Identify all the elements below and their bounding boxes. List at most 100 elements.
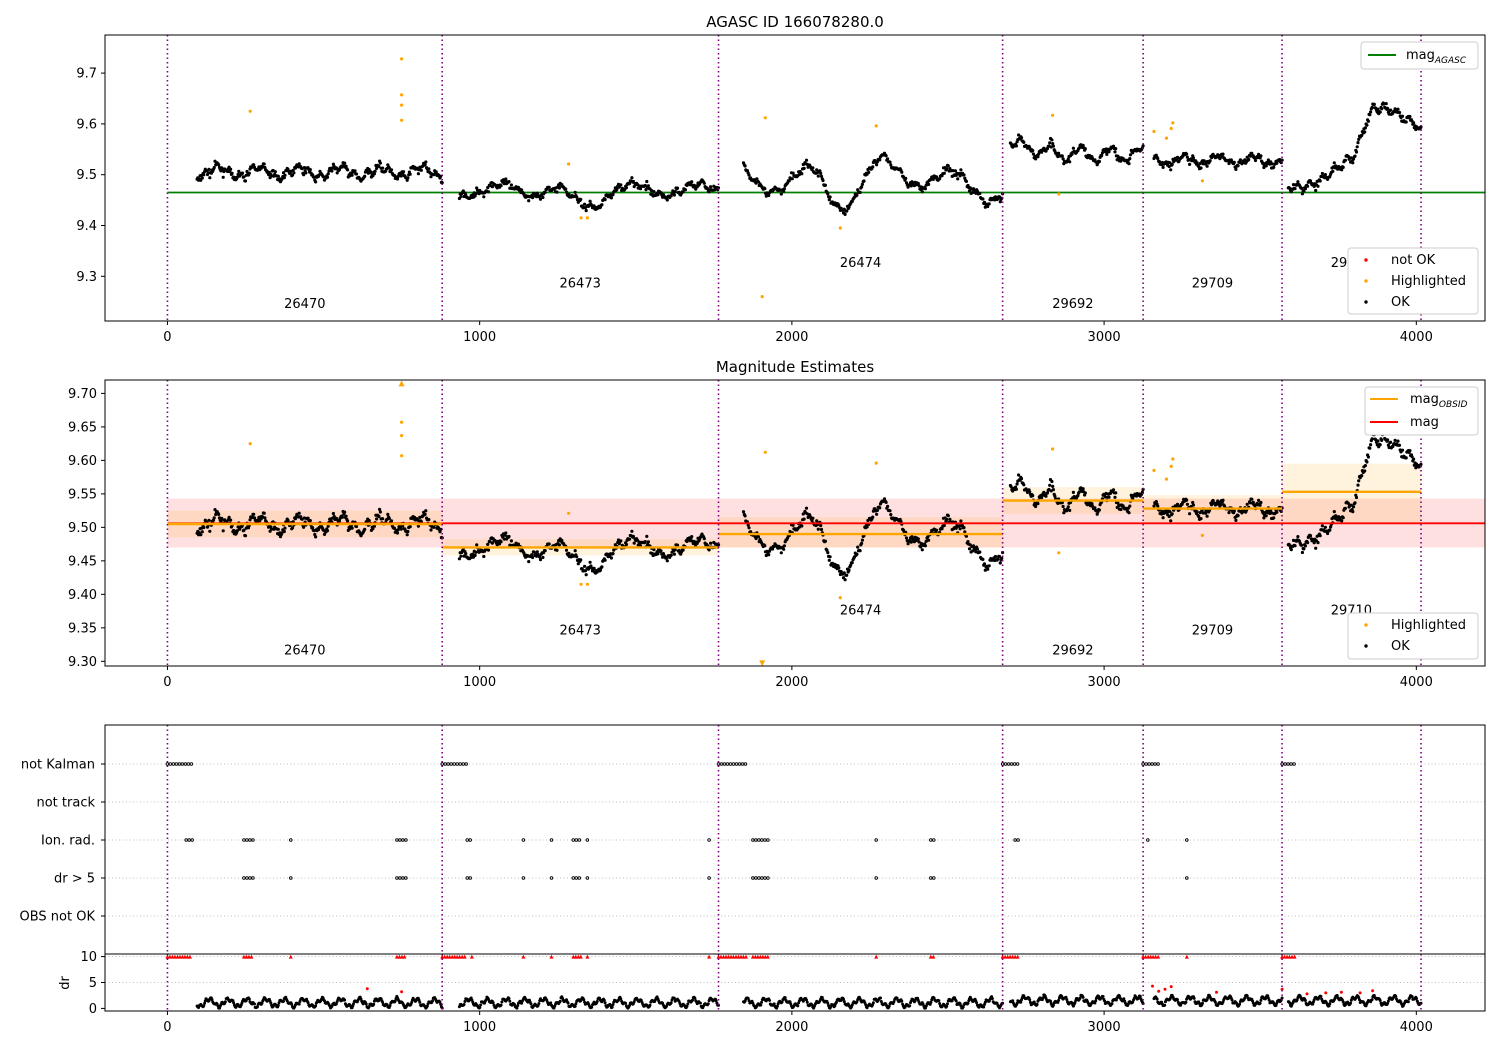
flag-marker — [585, 876, 590, 880]
ok-point — [1195, 510, 1199, 514]
dr-point — [507, 997, 511, 1000]
dr-point — [1041, 996, 1045, 1000]
y-tick-label: 9.30 — [68, 655, 97, 670]
ok-point — [1191, 500, 1195, 505]
ok-point — [1253, 158, 1258, 163]
ok-point — [541, 555, 545, 560]
ok-point — [1040, 496, 1044, 500]
flag-marker — [189, 762, 194, 766]
ok-point — [432, 525, 436, 529]
ok-point — [226, 169, 230, 174]
ok-point — [378, 507, 382, 511]
ok-point — [959, 519, 963, 523]
ok-point — [325, 529, 330, 533]
ok-point — [308, 168, 312, 172]
ok-point — [1302, 189, 1306, 193]
ok-point — [1363, 464, 1367, 468]
highlighted-point — [1169, 126, 1173, 131]
ok-point — [335, 171, 339, 175]
ok-point — [860, 541, 864, 546]
ok-point — [920, 190, 924, 194]
ok-point — [677, 549, 681, 553]
ok-point — [631, 534, 636, 538]
ok-point — [790, 177, 794, 181]
ok-point — [564, 190, 569, 194]
ok-point — [683, 188, 688, 192]
ok-point — [1365, 460, 1369, 464]
ok-point — [344, 514, 348, 518]
ok-point — [1068, 160, 1072, 164]
ok-point — [1296, 535, 1300, 539]
dr-point — [966, 1001, 970, 1005]
ok-point — [1380, 107, 1384, 111]
ok-point — [1175, 502, 1180, 506]
ok-point — [609, 196, 614, 200]
highlighted-point — [248, 109, 252, 113]
dr-point — [1028, 998, 1032, 1002]
dr-clipped-marker — [765, 954, 770, 959]
ok-point — [389, 519, 394, 523]
panel1-frame — [104, 34, 1486, 322]
ok-point — [363, 174, 367, 178]
ok-point — [588, 199, 592, 203]
ok-point — [1328, 528, 1332, 532]
ok-point — [297, 511, 301, 515]
ok-point — [1131, 496, 1135, 501]
ok-point — [782, 187, 787, 191]
dr-point — [775, 1004, 779, 1008]
clipped-marker — [759, 660, 766, 667]
dr-point — [602, 998, 606, 1002]
ok-point — [1378, 443, 1382, 447]
ok-point — [262, 162, 266, 166]
y-tick-label: 5 — [89, 976, 97, 991]
dr-point — [223, 1000, 227, 1004]
ok-point — [543, 549, 547, 553]
dr-point — [1370, 998, 1374, 1002]
panel2-legend-top: magOBSID mag — [1364, 386, 1479, 436]
dr-point — [685, 1004, 689, 1008]
dr-notok-point — [1305, 992, 1309, 996]
y-tick-label: 10 — [80, 950, 97, 965]
ok-point — [579, 558, 583, 562]
flag-marker — [874, 876, 878, 880]
dr-point — [648, 1003, 652, 1007]
ok-point — [1318, 534, 1322, 538]
ok-point — [592, 566, 596, 570]
ok-point — [1363, 469, 1367, 473]
ok-point — [576, 562, 580, 566]
ok-point — [547, 542, 551, 546]
ok-point — [252, 163, 256, 167]
ok-point — [482, 554, 486, 559]
ok-point — [1354, 495, 1359, 500]
ok-point — [942, 171, 946, 175]
ok-point — [1014, 144, 1019, 148]
dr-point — [669, 1001, 673, 1005]
flag-marker — [1185, 876, 1189, 880]
y-tick-label: 9.65 — [68, 420, 97, 435]
ok-point — [1328, 175, 1332, 179]
dr-point — [1192, 996, 1196, 1000]
panel2-frame — [104, 379, 1486, 667]
ok-point — [1227, 510, 1231, 515]
ok-point — [475, 543, 479, 547]
ok-point — [486, 548, 491, 552]
flag-marker — [251, 838, 255, 842]
ok-point — [843, 578, 847, 582]
dr-notok-point — [1151, 984, 1154, 988]
ok-point — [325, 175, 330, 179]
ok-point — [555, 190, 559, 194]
ok-point — [200, 176, 204, 180]
ok-point — [1210, 503, 1214, 507]
dr-clipped-marker — [1184, 954, 1189, 959]
x-tick-label: 4000 — [1400, 330, 1433, 345]
ok-point — [672, 193, 677, 197]
ok-point — [1017, 473, 1021, 477]
legend2-ok-label: OK — [1391, 639, 1410, 654]
dr-clipped-marker — [402, 954, 407, 959]
legend-highlighted-label: Highlighted — [1391, 274, 1466, 289]
dr-point — [990, 997, 994, 1001]
y-tick-label: 9.7 — [76, 67, 97, 82]
ok-point — [1300, 550, 1304, 555]
ok-point — [1296, 180, 1300, 184]
dr-point — [892, 1000, 896, 1004]
